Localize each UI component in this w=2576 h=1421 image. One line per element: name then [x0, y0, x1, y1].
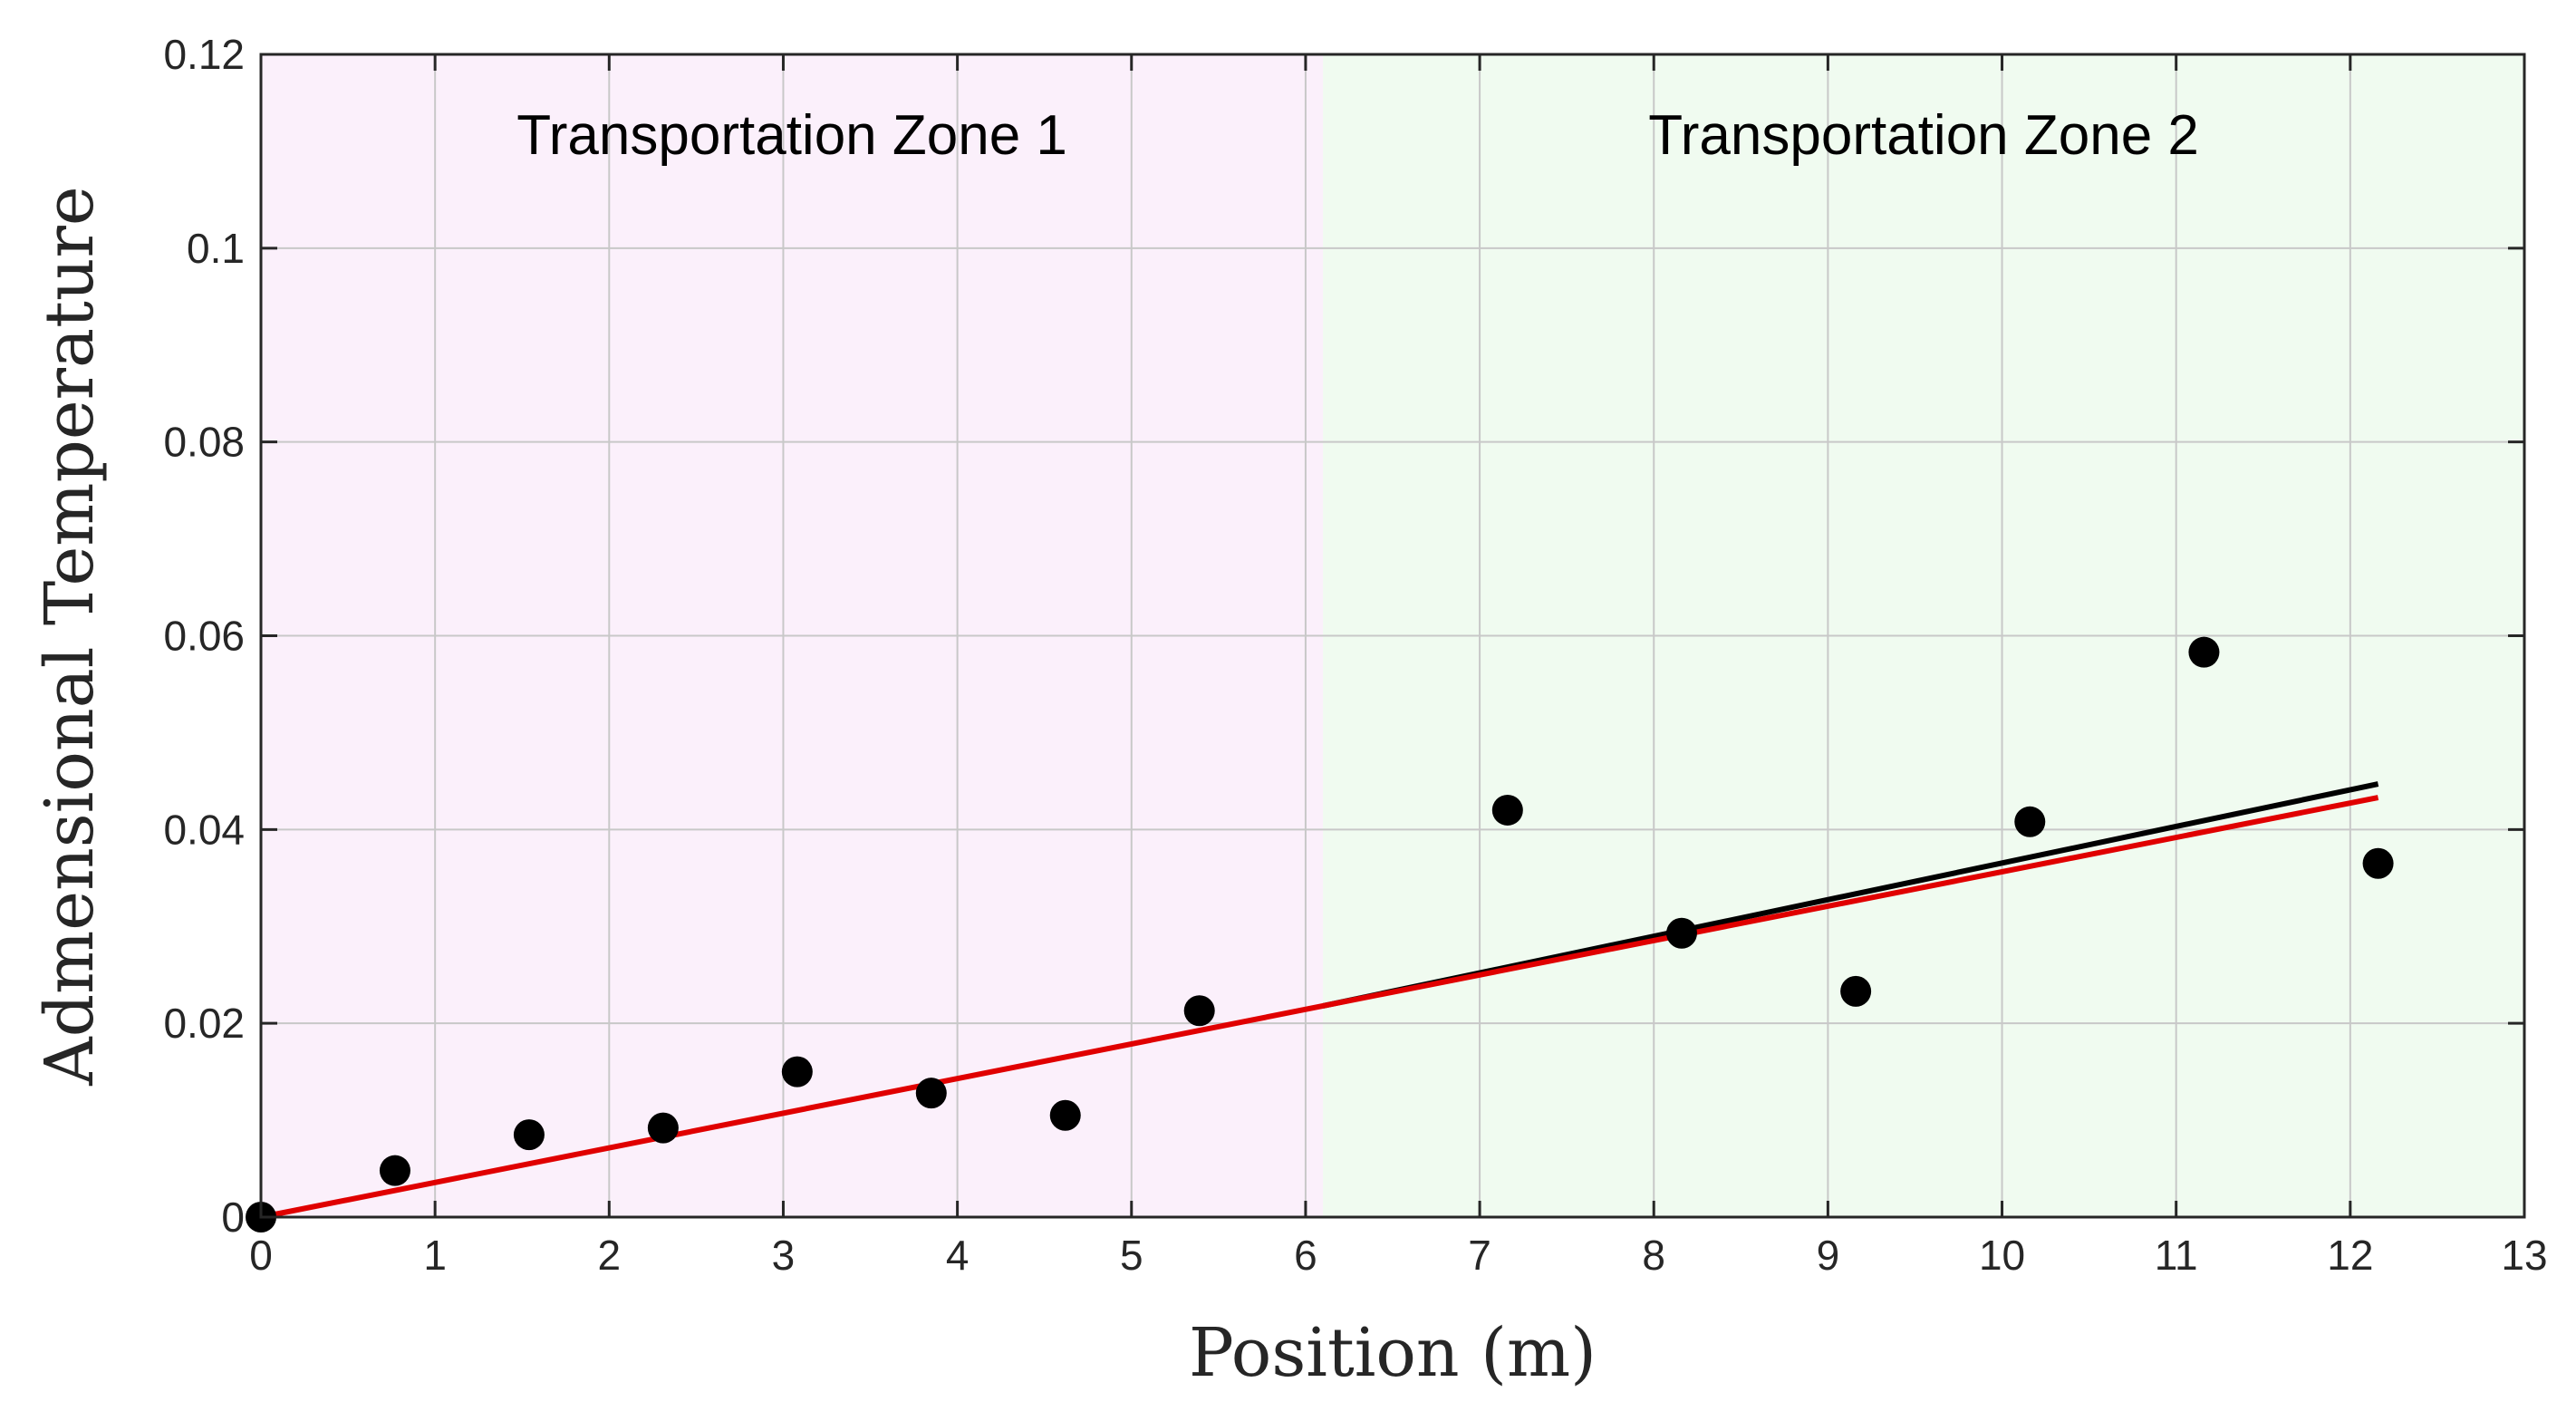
x-tick-label: 1 — [423, 1232, 447, 1279]
x-tick-label: 0 — [249, 1232, 273, 1279]
zone-labels-layer: Transportation Zone 1 Transportation Zone… — [516, 104, 2199, 167]
x-tick-label: 7 — [1468, 1232, 1491, 1279]
zone-label-1: Transportation Zone 1 — [516, 104, 1067, 167]
x-tick-label: 2 — [598, 1232, 622, 1279]
x-tick-label: 3 — [772, 1232, 796, 1279]
x-tick-label: 4 — [946, 1232, 970, 1279]
x-tick-label: 8 — [1642, 1232, 1665, 1279]
y-tick-label: 0.02 — [163, 1000, 245, 1047]
y-tick-label: 0 — [221, 1194, 245, 1241]
data-point — [1183, 995, 1215, 1027]
points-layer — [246, 636, 2394, 1232]
x-tick-label: 6 — [1294, 1232, 1317, 1279]
x-tick-label: 10 — [1979, 1232, 2025, 1279]
x-tick-label: 11 — [2155, 1232, 2198, 1279]
x-axis-title: Position (m) — [1189, 1314, 1597, 1392]
y-tick-label: 0.1 — [187, 225, 245, 272]
data-point — [1665, 917, 1697, 949]
data-point — [2188, 636, 2220, 668]
series-line-2 — [260, 795, 2379, 1220]
data-point — [1049, 1099, 1081, 1131]
data-point — [2014, 806, 2046, 837]
data-point — [781, 1056, 813, 1088]
data-point — [513, 1119, 545, 1151]
y-tick-label: 0.04 — [163, 806, 245, 853]
data-point — [647, 1112, 679, 1144]
x-tick-label: 9 — [1817, 1232, 1840, 1279]
y-tick-label: 0.12 — [163, 31, 245, 78]
data-point — [379, 1155, 410, 1186]
x-tick-label: 5 — [1120, 1232, 1143, 1279]
data-point — [1491, 794, 1523, 826]
y-tick-label: 0.06 — [163, 613, 245, 660]
y-tick-label: 0.08 — [163, 419, 245, 466]
data-point — [1840, 975, 1872, 1007]
ticks-layer: 0 1 2 3 4 5 6 7 8 9 10 11 12 1300.020.040.060.080.10.… — [163, 31, 2547, 1279]
data-point — [915, 1078, 947, 1109]
y-axis-title: Admensional Temperature — [31, 186, 109, 1086]
lines-layer — [260, 781, 2379, 1220]
x-tick-label: 13 — [2501, 1232, 2547, 1279]
data-point — [2362, 847, 2394, 879]
x-tick-label: 12 — [2327, 1232, 2373, 1279]
grid-layer — [261, 54, 2524, 1217]
zone-label-2: Transportation Zone 2 — [1648, 104, 2199, 167]
